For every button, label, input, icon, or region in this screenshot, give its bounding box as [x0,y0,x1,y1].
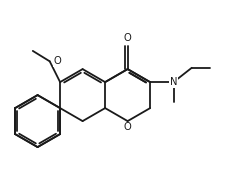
Text: N: N [170,77,177,87]
Text: O: O [54,56,61,66]
Text: O: O [124,33,131,43]
Text: O: O [124,122,131,132]
